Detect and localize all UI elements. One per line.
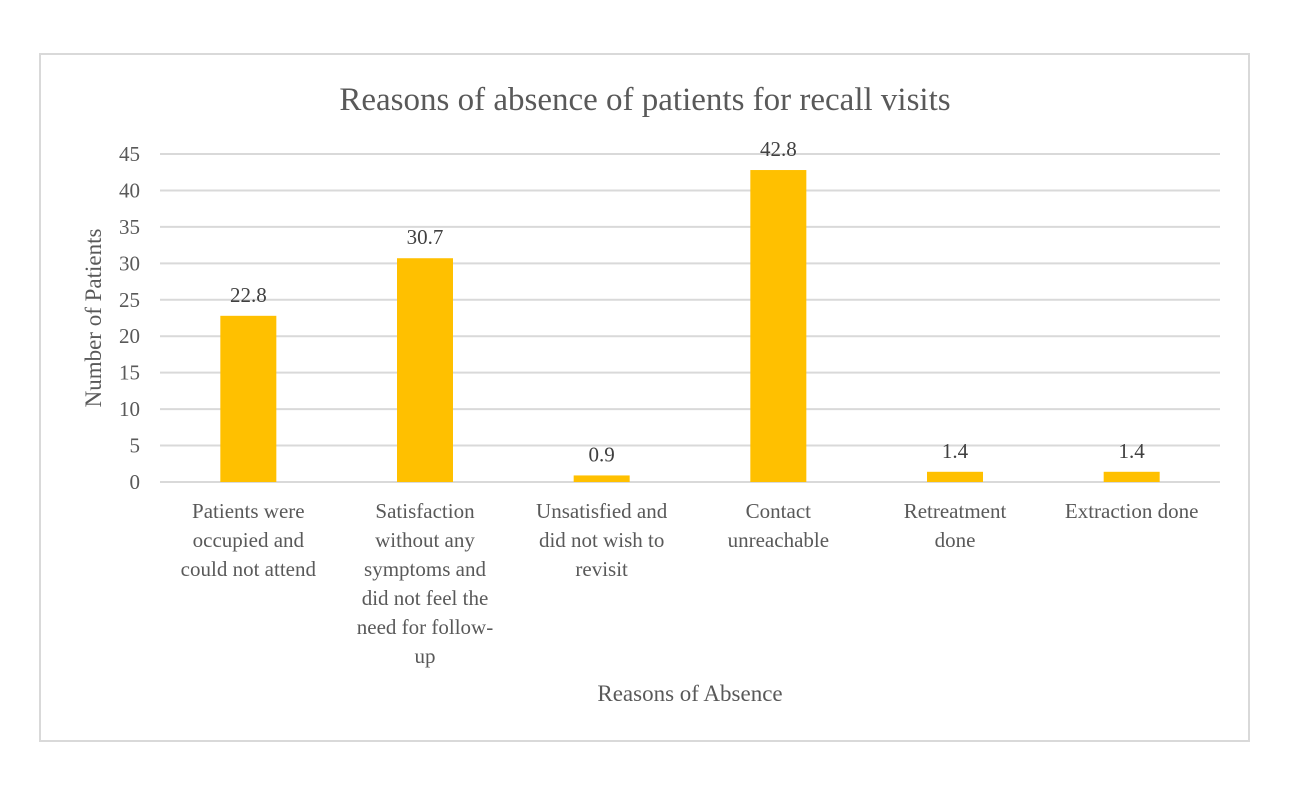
y-axis-title: Number of Patients (81, 229, 106, 408)
x-category-label-line: Extraction done (1064, 499, 1199, 523)
y-tick-label: 0 (130, 470, 141, 494)
y-tick-label: 5 (130, 434, 141, 458)
x-category-label-line: Satisfaction (375, 499, 475, 523)
y-tick-label: 20 (119, 324, 140, 348)
x-category-label-line: Retreatment (903, 499, 1007, 523)
x-axis-title: Reasons of Absence (597, 681, 782, 706)
bars (220, 170, 1160, 482)
gridlines (160, 153, 1220, 483)
bar (397, 258, 453, 482)
y-tick-label: 40 (119, 178, 140, 202)
chart-title: Reasons of absence of patients for recal… (339, 82, 950, 118)
x-category-label-line: need for follow- (356, 615, 494, 639)
data-label: 22.8 (230, 283, 267, 307)
bar (1103, 471, 1160, 482)
bar (220, 315, 277, 482)
x-category-label-line: unreachable (727, 528, 830, 552)
y-tick-label: 35 (119, 215, 140, 239)
x-category-label: Contact unreachable (693, 497, 863, 555)
y-tick-label: 15 (119, 361, 140, 385)
x-category-label-line: occupied and (192, 528, 305, 552)
bar (573, 475, 630, 482)
y-tick-labels: 0 5 10 15 20 25 30 35 40 45 (119, 142, 140, 494)
x-category-label: Patients were occupied and could not atten… (163, 497, 333, 584)
x-category-label-line: could not attend (180, 557, 316, 581)
x-category-label-line: done (934, 528, 976, 552)
data-labels: 22.8 30.7 0.9 42.8 1.4 1.4 (230, 137, 1145, 466)
data-label: 1.4 (1119, 439, 1146, 463)
y-tick-label: 10 (119, 397, 140, 421)
x-category-label-line: Contact (745, 499, 811, 523)
x-category-label-line: did not wish to (538, 528, 665, 552)
y-tick-label: 30 (119, 251, 140, 275)
data-label: 1.4 (942, 439, 969, 463)
y-tick-label: 25 (119, 288, 140, 312)
x-category-label-line: Patients were (192, 499, 305, 523)
x-category-label: Unsatisfied and did not wish to revisit (517, 497, 687, 584)
x-category-label: Satisfaction without any symptoms and did n… (340, 497, 510, 671)
y-tick-label: 45 (119, 142, 140, 166)
x-category-label-line: did not feel the (361, 586, 489, 610)
x-category-label: Extraction done (1047, 497, 1217, 526)
bar (927, 471, 983, 482)
x-category-label-line: up (414, 644, 436, 668)
x-category-label-line: revisit (575, 557, 628, 581)
x-category-label: Retreatment done (870, 497, 1040, 555)
data-label: 30.7 (407, 225, 444, 249)
x-category-label-line: without any (375, 528, 475, 552)
x-category-label-line: symptoms and (364, 557, 486, 581)
bar (750, 170, 807, 482)
data-label: 0.9 (589, 442, 615, 466)
x-category-label-line: Unsatisfied and (536, 499, 668, 523)
data-label: 42.8 (760, 137, 797, 161)
